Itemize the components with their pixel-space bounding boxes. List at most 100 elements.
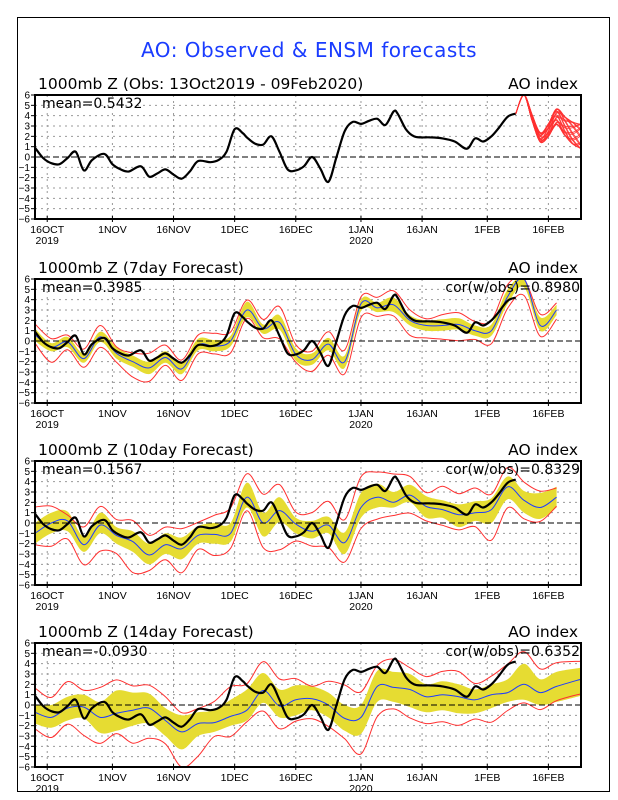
- lower-bound-line: [35, 293, 557, 383]
- lower-bound-line: [35, 693, 581, 767]
- upper-bound-line: [35, 279, 557, 361]
- plot-area: [35, 651, 581, 767]
- y-tick-label: 5: [24, 285, 30, 296]
- x-tick-year: 2019: [36, 601, 60, 613]
- x-tick-label: 16FEB: [532, 408, 564, 420]
- x-tick-label: 1NOV: [98, 408, 127, 420]
- x-tick-label: 1JAN: [348, 772, 374, 784]
- observed-line: [35, 109, 517, 184]
- mean-annotation: mean=0.3985: [42, 280, 142, 296]
- x-tick-label: 16NOV: [156, 224, 190, 236]
- ao-index-label: AO index: [508, 259, 578, 277]
- x-tick-label: 16JAN: [406, 590, 438, 602]
- y-tick-label: 6: [24, 275, 30, 286]
- x-tick-label: 16OCT: [30, 590, 64, 602]
- y-tick-label: 5: [24, 649, 30, 660]
- correlation-annotation: cor(w/obs)=0.8980: [445, 280, 580, 296]
- observed-line: [35, 293, 517, 368]
- y-tick-label: −4: [19, 194, 31, 205]
- x-tick-label: 16JAN: [406, 772, 438, 784]
- panel-4: 1000mb Z (14day Forecast) AO index mean=-0…: [19, 623, 582, 795]
- x-tick-year: 2019: [36, 235, 60, 247]
- y-tick-label: −2: [19, 173, 31, 184]
- y-tick-label: −6: [19, 215, 31, 226]
- x-tick-year: 2020: [349, 601, 373, 613]
- x-tick-label: 16JAN: [406, 408, 438, 420]
- x-tick-label: 1NOV: [98, 224, 127, 236]
- y-tick-label: 2: [24, 680, 30, 691]
- panel-3: 1000mb Z (10day Forecast) AO index mean=0.…: [19, 441, 582, 613]
- x-tick-label: 16JAN: [406, 224, 438, 236]
- x-tick-label: 1DEC: [221, 224, 249, 236]
- ao-index-label: AO index: [508, 623, 578, 641]
- ensemble-mean-line: [35, 678, 581, 733]
- lower-bound-line: [35, 505, 557, 575]
- y-tick-label: −6: [19, 581, 31, 592]
- y-tick-label: 0: [24, 153, 30, 164]
- y-tick-label: −3: [19, 732, 31, 743]
- x-tick-label: 1FEB: [474, 224, 500, 236]
- y-tick-label: 0: [24, 701, 30, 712]
- mean-annotation: mean=-0.0930: [42, 644, 147, 660]
- x-tick-label: 1JAN: [348, 590, 374, 602]
- x-tick-label: 1JAN: [348, 224, 374, 236]
- correlation-annotation: cor(w/obs)=0.6352: [445, 644, 580, 660]
- ensemble-mean-line: [35, 486, 557, 556]
- y-tick-label: 4: [24, 295, 30, 306]
- y-tick-label: 2: [24, 498, 30, 509]
- y-tick-label: −2: [19, 357, 31, 368]
- observed-line: [35, 475, 517, 550]
- y-tick-label: −4: [19, 742, 31, 753]
- x-tick-label: 16FEB: [532, 224, 564, 236]
- x-tick-label: 1DEC: [221, 408, 249, 420]
- y-tick-label: 4: [24, 659, 30, 670]
- y-tick-label: 3: [24, 306, 30, 317]
- mean-annotation: mean=0.1567: [42, 462, 142, 478]
- x-tick-label: 16DEC: [279, 772, 313, 784]
- x-tick-label: 16NOV: [156, 408, 190, 420]
- y-tick-label: 5: [24, 101, 30, 112]
- x-tick-label: 1FEB: [474, 408, 500, 420]
- panel-title: 1000mb Z (Obs: 13Oct2019 - 09Feb2020): [38, 75, 363, 93]
- x-tick-label: 16FEB: [532, 590, 564, 602]
- y-tick-label: −2: [19, 721, 31, 732]
- mean-annotation: mean=0.5432: [42, 96, 142, 112]
- y-tick-label: −3: [19, 368, 31, 379]
- y-tick-label: 1: [24, 690, 30, 701]
- y-tick-label: 3: [24, 670, 30, 681]
- x-tick-label: 1DEC: [221, 590, 249, 602]
- y-tick-label: 0: [24, 519, 30, 530]
- ensemble-member-line: [515, 95, 581, 147]
- ensemble-spread: [35, 476, 557, 565]
- y-tick-label: 5: [24, 467, 30, 478]
- y-tick-label: 1: [24, 508, 30, 519]
- x-tick-label: 16OCT: [30, 224, 64, 236]
- y-tick-label: 3: [24, 122, 30, 133]
- y-tick-label: 4: [24, 111, 30, 122]
- x-tick-label: 1DEC: [221, 772, 249, 784]
- x-tick-year: 2020: [349, 419, 373, 431]
- y-tick-label: 1: [24, 326, 30, 337]
- y-tick-label: −2: [19, 539, 31, 550]
- x-tick-label: 16FEB: [532, 772, 564, 784]
- y-tick-label: −1: [19, 163, 31, 174]
- y-tick-label: −5: [19, 752, 31, 763]
- x-tick-year: 2019: [36, 783, 60, 795]
- y-tick-label: −5: [19, 388, 31, 399]
- x-tick-label: 16DEC: [279, 224, 313, 236]
- y-tick-label: −4: [19, 560, 31, 571]
- x-tick-label: 16NOV: [156, 772, 190, 784]
- correlation-annotation: cor(w/obs)=0.8329: [445, 462, 580, 478]
- x-tick-label: 1NOV: [98, 590, 127, 602]
- panel-title: 1000mb Z (14day Forecast): [38, 623, 254, 641]
- observed-line: [35, 657, 517, 732]
- ao-index-label: AO index: [508, 75, 578, 93]
- y-tick-label: −1: [19, 529, 31, 540]
- y-tick-label: 0: [24, 337, 30, 348]
- y-tick-label: −6: [19, 399, 31, 410]
- panel-2: 1000mb Z (7day Forecast) AO index mean=0.3…: [19, 259, 582, 431]
- y-tick-label: 2: [24, 316, 30, 327]
- y-tick-label: −5: [19, 570, 31, 581]
- y-tick-label: 2: [24, 132, 30, 143]
